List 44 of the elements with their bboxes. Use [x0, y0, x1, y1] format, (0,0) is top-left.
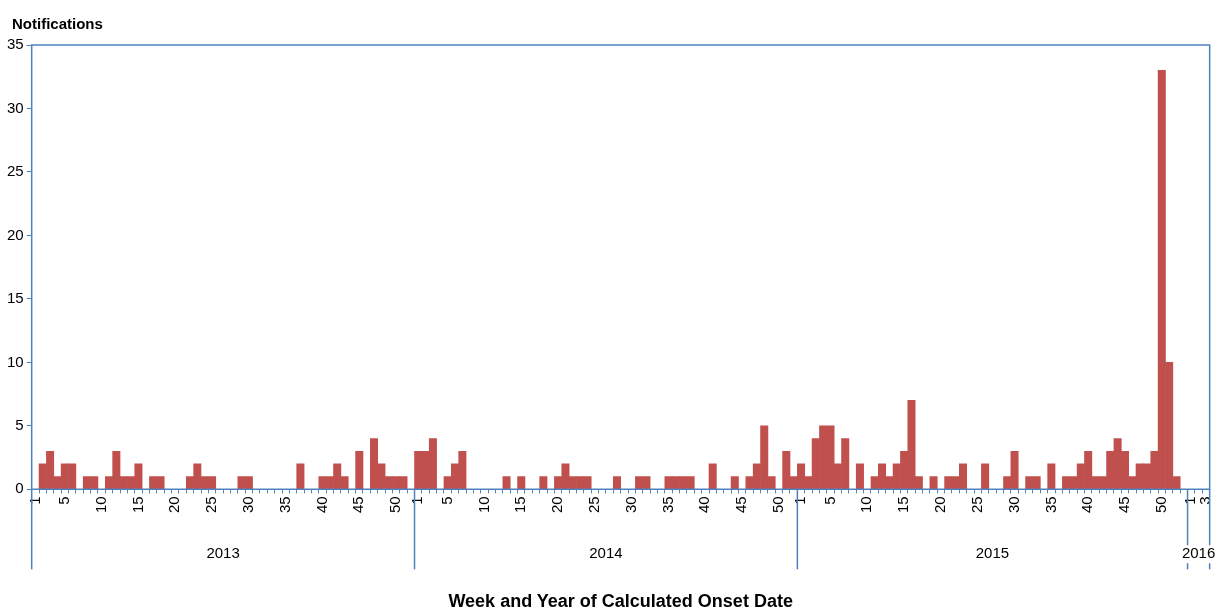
x-tick-label: 35 [658, 496, 676, 513]
x-tick-label: 10 [474, 496, 492, 513]
x-tick-label: 5 [437, 496, 455, 505]
x-tick-label: 15 [128, 496, 146, 513]
x-tick-label: 20 [548, 496, 566, 513]
x-tick-label: 10 [91, 496, 109, 513]
text: 2013 [206, 544, 240, 562]
x-tick-label: 20 [931, 496, 949, 513]
x-tick-label: 25 [585, 496, 603, 513]
x-axis-title: Week and Year of Calculated Onset Date [448, 590, 793, 611]
y-tick-label: 5 [15, 415, 24, 433]
x-tick-label: 40 [695, 496, 713, 513]
x-tick-label: 35 [1041, 496, 1059, 513]
y-tick-label: 25 [7, 162, 24, 180]
x-tick-label: 25 [967, 496, 985, 513]
x-tick-label: 45 [1115, 496, 1133, 513]
x-tick-label: 20 [165, 496, 183, 513]
x-tick-label: 5 [54, 496, 72, 505]
x-tick-label: 45 [732, 496, 750, 513]
y-tick-label: 20 [7, 225, 24, 243]
text: 2016 [1181, 544, 1216, 562]
x-tick-label: 30 [621, 496, 639, 513]
x-tick-label: 40 [312, 496, 330, 513]
x-tick-label: 35 [275, 496, 293, 513]
x-tick-label: 50 [769, 496, 787, 513]
y-tick-label: 10 [7, 352, 24, 370]
x-tick-label: 50 [1151, 496, 1169, 513]
x-tick-label: 45 [349, 496, 367, 513]
y-tick-label: 30 [7, 98, 24, 116]
y-tick-label: 0 [15, 479, 24, 497]
text: 2014 [589, 544, 623, 562]
x-tick-label: 15 [511, 496, 529, 513]
y-tick-label: 35 [7, 35, 24, 53]
x-tick-label: 50 [386, 496, 404, 513]
text: 2015 [975, 544, 1010, 562]
x-tick-label: 25 [202, 496, 220, 513]
y-axis-title: Notifications [12, 15, 103, 33]
x-tick-label: 10 [857, 496, 875, 513]
y-tick-label: 15 [7, 289, 24, 307]
x-tick-label: 30 [239, 496, 257, 513]
x-tick-label: 40 [1078, 496, 1096, 513]
x-tick-label: 15 [894, 496, 912, 513]
x-tick-label: 5 [820, 496, 838, 505]
x-tick-label: 30 [1004, 496, 1022, 513]
